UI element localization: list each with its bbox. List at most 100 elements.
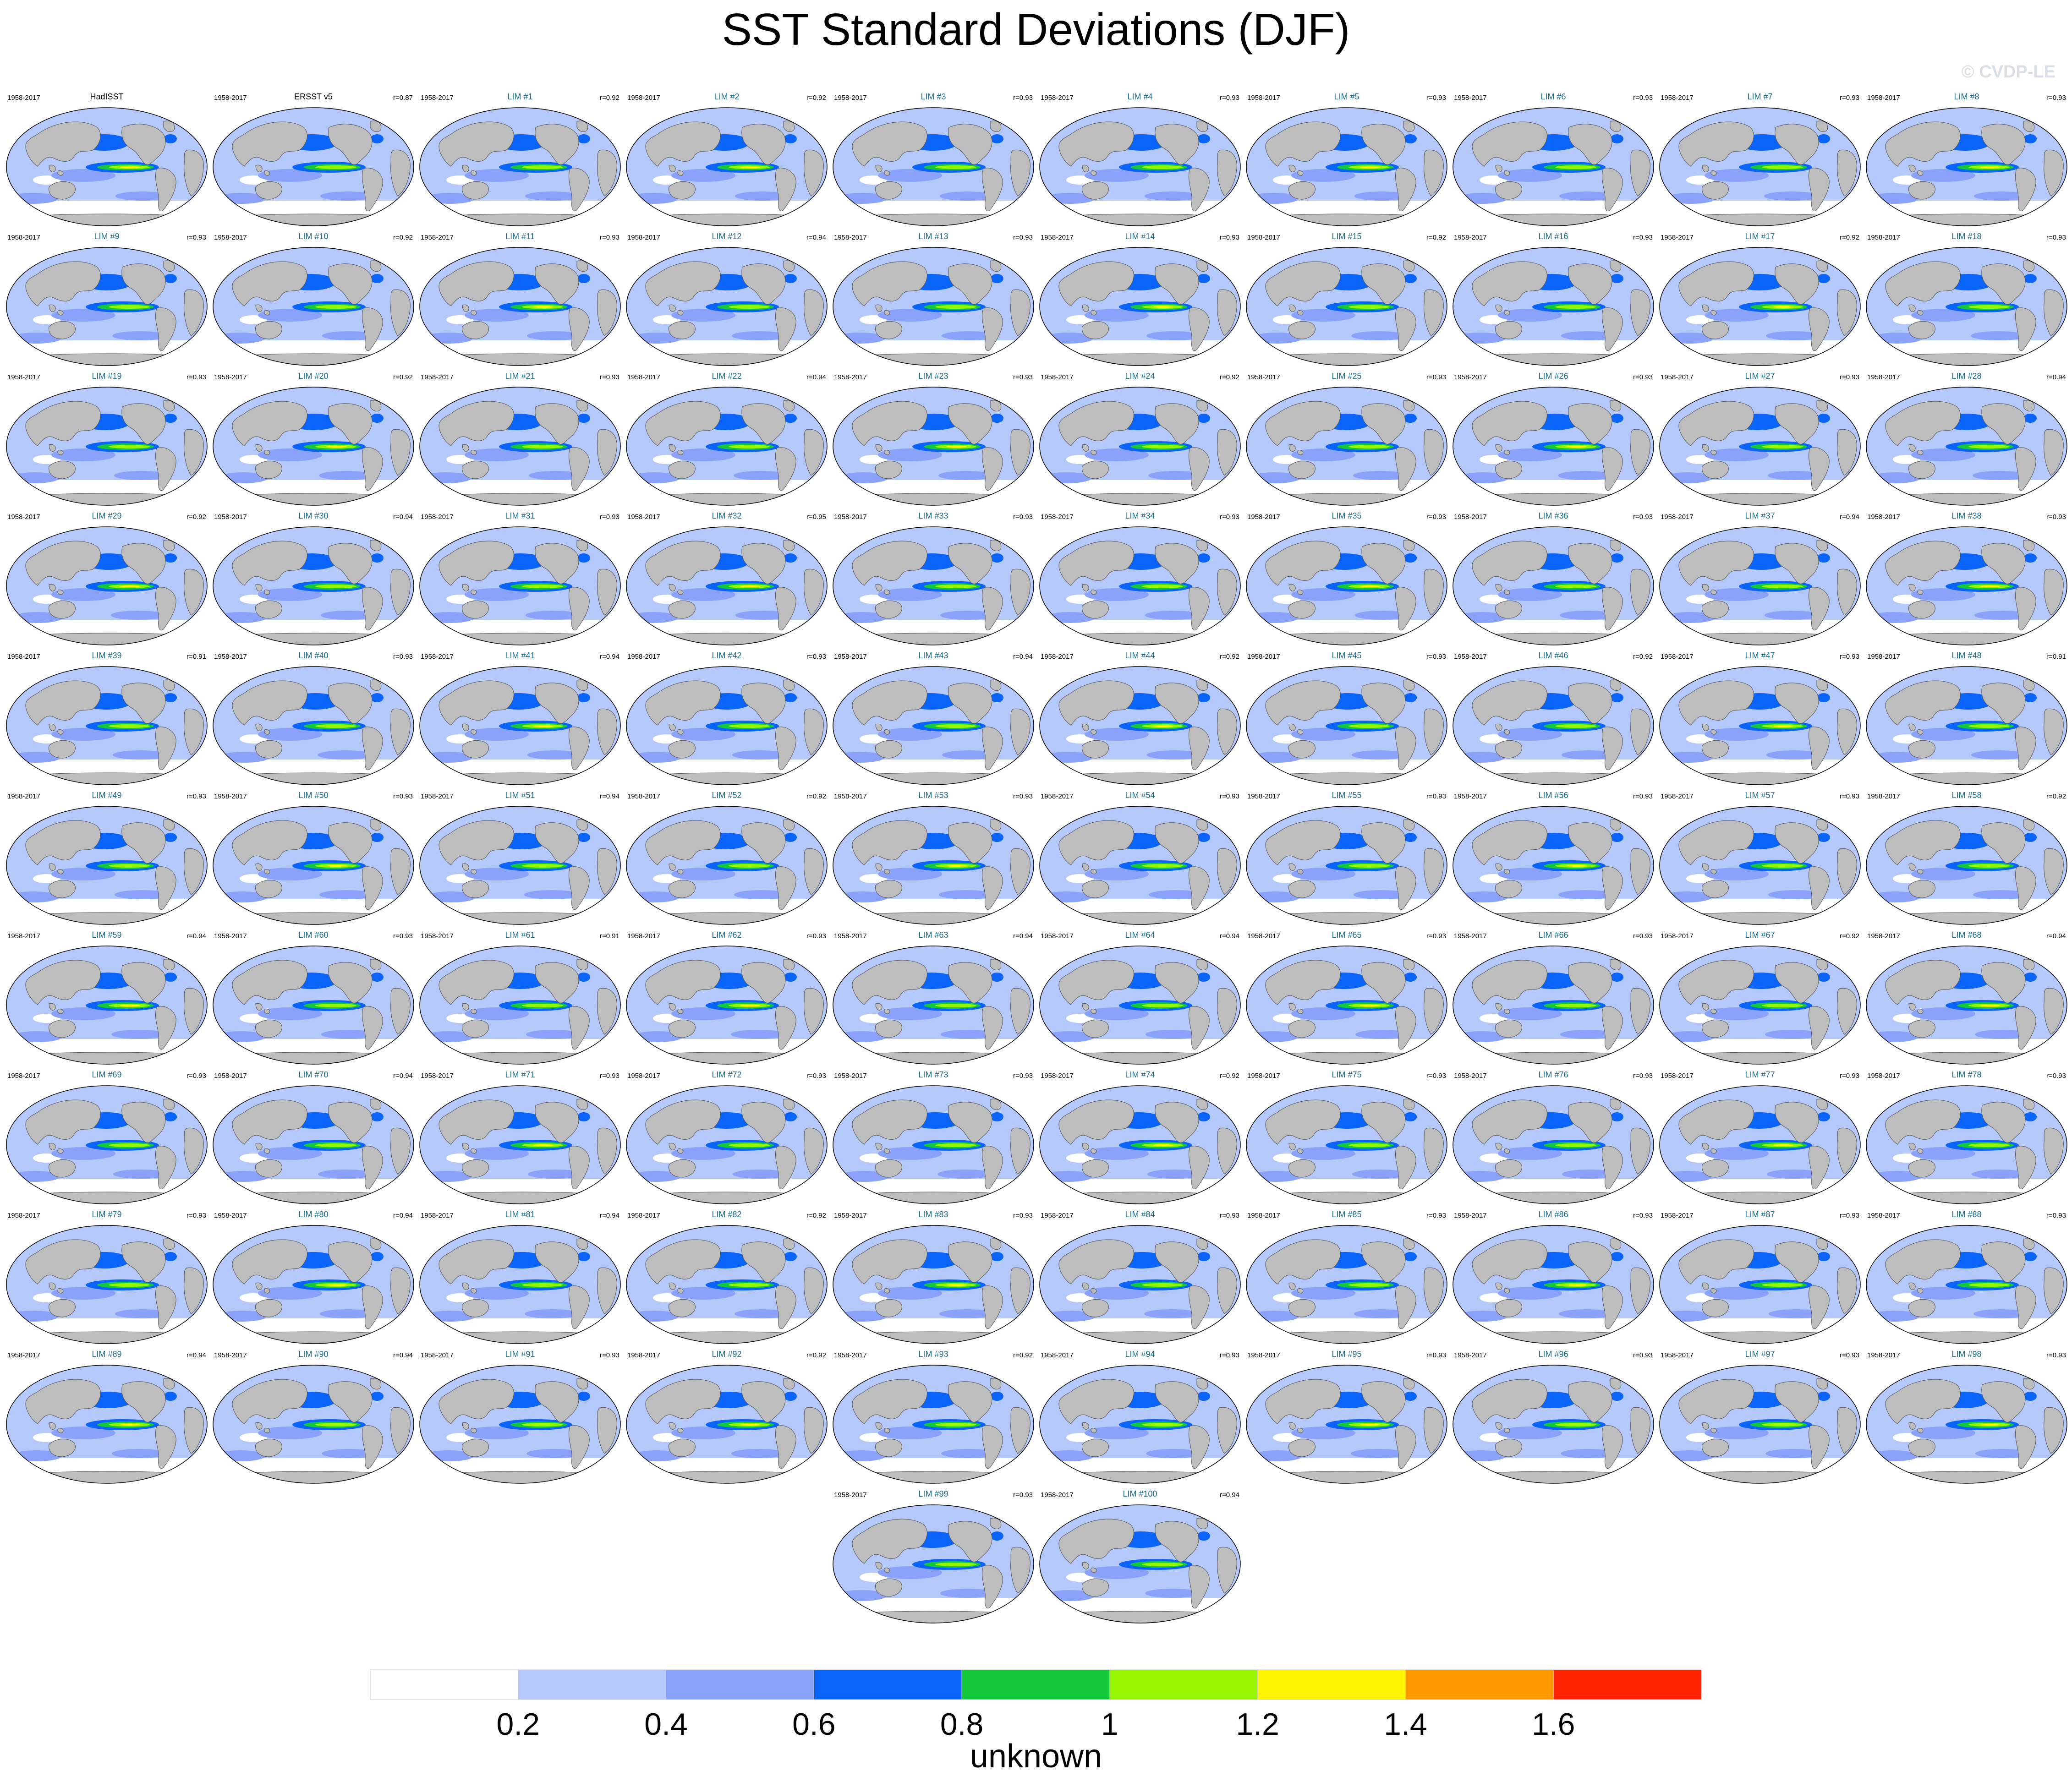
land-greenland: [370, 819, 382, 831]
moderate-variability-region: [525, 1309, 580, 1318]
map-panel: 1958-2017 LIM #65 r=0.93: [1244, 930, 1450, 1065]
map-border: [1246, 666, 1447, 785]
moderate-variability-region: [940, 191, 995, 201]
land-australia: [1908, 880, 1935, 898]
land-samerica: [1809, 1285, 1830, 1329]
panel-title: LIM #50: [298, 791, 329, 800]
panel-period-label: 1958-2017: [421, 1072, 454, 1080]
land-seasia: [462, 863, 477, 875]
panel-correlation-label: r=0.91: [600, 932, 619, 940]
land-namerica: [1155, 1381, 1199, 1422]
moderate-variability-region: [1765, 1030, 1820, 1039]
panel-title: LIM #53: [918, 791, 948, 800]
map-panel: 1958-2017 LIM #34 r=0.93: [1037, 511, 1243, 646]
map-border: [833, 806, 1034, 925]
land-greenland: [1196, 400, 1208, 412]
land-africa: [1424, 1407, 1444, 1454]
map-border: [6, 247, 208, 366]
map-border: [213, 666, 414, 785]
moderate-variability-region: [1085, 309, 1149, 322]
panel-title: LIM #24: [1125, 372, 1155, 381]
land-greenland: [990, 260, 1002, 272]
panel-period-label: 1958-2017: [1247, 1212, 1280, 1219]
moderate-variability-region: [1147, 1170, 1202, 1179]
land-asia: [645, 680, 721, 726]
land-asia: [232, 541, 307, 586]
sst-map: [1039, 666, 1241, 785]
map-border: [833, 1085, 1034, 1204]
panel-title: LIM #17: [1745, 232, 1775, 241]
land-asia: [439, 1099, 514, 1145]
north-atlantic-high-variability: [1404, 274, 1417, 283]
land-asia: [1058, 1379, 1134, 1424]
moderate-variability-region: [526, 1449, 581, 1458]
land-asia: [645, 401, 721, 446]
moderate-variability-region: [731, 1449, 786, 1458]
moderate-variability-region: [878, 728, 942, 741]
moderate-variability-region: [465, 1147, 529, 1160]
panel-period-label: 1958-2017: [1041, 1072, 1074, 1080]
land-namerica: [535, 124, 579, 165]
land-namerica: [535, 543, 579, 584]
panel-correlation-label: r=0.92: [806, 1351, 826, 1359]
land-australia: [669, 1438, 696, 1457]
moderate-variability-region: [1291, 309, 1355, 322]
land-seasia: [255, 1282, 270, 1294]
moderate-variability-region: [732, 750, 787, 760]
land-greenland: [783, 959, 795, 971]
panel-period-label: 1958-2017: [7, 793, 40, 800]
panel-correlation-label: r=0.94: [600, 1212, 619, 1219]
land-seasia: [1288, 1142, 1304, 1154]
north-atlantic-high-variability: [1611, 833, 1623, 842]
moderate-variability-region: [1769, 1309, 1824, 1318]
land-namerica: [741, 822, 786, 864]
moderate-variability-region: [1291, 448, 1355, 461]
enso-tongue-core: [1762, 445, 1803, 448]
land-samerica: [362, 866, 383, 910]
enso-tongue-peak: [740, 1424, 760, 1426]
panel-correlation-label: r=0.93: [186, 234, 206, 241]
land-greenland: [2023, 260, 2035, 272]
moderate-variability-region: [1764, 191, 1819, 201]
land-greenland: [1403, 120, 1415, 132]
sst-map: [833, 107, 1034, 226]
panel-correlation-label: r=0.93: [1220, 234, 1239, 241]
sst-map: [626, 107, 828, 226]
sst-map: [833, 946, 1034, 1065]
enso-tongue-peak: [1773, 725, 1793, 727]
land-greenland: [1610, 959, 1622, 971]
land-samerica: [362, 1146, 383, 1190]
land-samerica: [1395, 1285, 1416, 1329]
colorbar-tick-label: 1.4: [1384, 1707, 1427, 1742]
enso-tongue-core: [109, 445, 150, 448]
panel-title: LIM #51: [505, 791, 535, 800]
land-seasia: [669, 584, 684, 595]
panel-title: LIM #37: [1745, 511, 1775, 520]
land-greenland: [2023, 120, 2035, 132]
map-panel: 1958-2017 LIM #22 r=0.94: [624, 372, 830, 506]
land-samerica: [1189, 307, 1210, 351]
north-atlantic-high-variability: [1817, 274, 1830, 283]
moderate-variability-region: [940, 1589, 995, 1598]
enso-tongue-core: [109, 305, 150, 309]
land-africa: [597, 988, 617, 1035]
north-atlantic-high-variability: [371, 973, 384, 982]
land-greenland: [1196, 819, 1208, 831]
colorbar-tick-label: 1.6: [1531, 1707, 1575, 1742]
land-greenland: [576, 120, 588, 132]
map-panel: 1958-2017 LIM #47 r=0.93: [1657, 651, 1863, 786]
panel-title: LIM #5: [1334, 92, 1359, 101]
moderate-variability-region: [465, 448, 529, 461]
land-greenland: [163, 819, 175, 831]
panel-period-label: 1958-2017: [1247, 932, 1280, 940]
map-panel: 1958-2017 LIM #42 r=0.93: [624, 651, 830, 786]
moderate-variability-region: [113, 750, 168, 760]
panel-title: LIM #90: [298, 1350, 329, 1359]
moderate-variability-region: [1705, 169, 1769, 182]
panel-title: LIM #4: [1127, 92, 1153, 101]
map-panel: 1958-2017 LIM #51 r=0.94: [417, 791, 623, 925]
land-africa: [1424, 1267, 1444, 1314]
map-border: [419, 666, 621, 785]
land-australia: [462, 460, 489, 479]
map-border: [1039, 1365, 1241, 1484]
